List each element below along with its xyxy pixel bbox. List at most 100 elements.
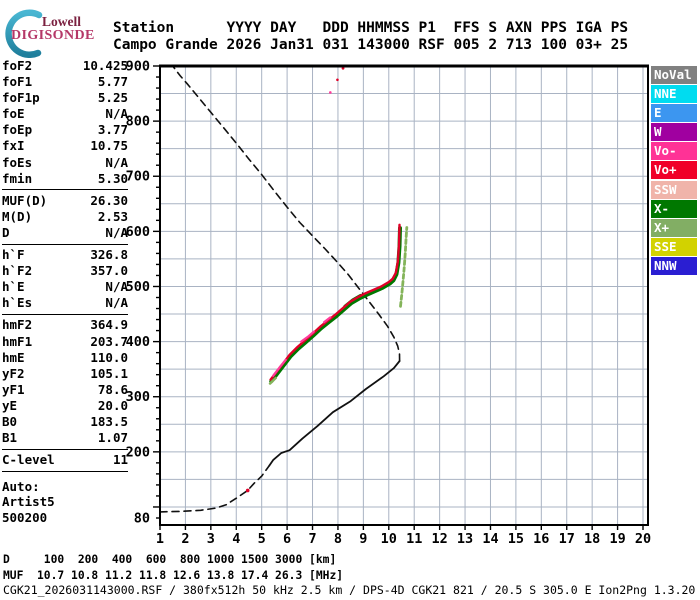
direction-color-legend: NoVal NNE E W Vo- Vo+ SSW X- X+ SSE NNW [651, 66, 697, 276]
parameter-row-he: h`E N/A [2, 279, 128, 295]
doppler-neg-segment-2 [300, 330, 315, 343]
parameter-row-hme: hmE 110.0 [2, 350, 128, 366]
parameter-label: hmF2 [2, 317, 33, 333]
x-plus-segment-start [268, 376, 278, 385]
parameter-value: N/A [105, 154, 128, 170]
x-axis-label: 3 [207, 531, 215, 547]
parameter-value: 326.8 [90, 247, 128, 263]
parameter-row-fmin: fmin 5.30 [2, 171, 128, 187]
parameter-value: 2.53 [97, 208, 128, 224]
parameter-row-mufd: MUF(D) 26.30 [2, 193, 128, 209]
distance-row: D 100 200 400 600 800 1000 1500 3000 [km… [3, 553, 337, 566]
parameter-value: 110.0 [90, 349, 128, 365]
x-trace-asymptote [399, 226, 409, 308]
parameter-value: 105.1 [90, 365, 128, 381]
parameter-row-b0: B0 183.5 [2, 414, 128, 430]
parameter-label: h`F [2, 247, 25, 263]
logo-text-lowell: Lowell [42, 14, 81, 29]
parameter-value: 357.0 [90, 263, 128, 279]
legend-item-x: X+ [651, 218, 697, 237]
echo-dot [341, 66, 345, 70]
bottomside-profile-measured [268, 360, 401, 467]
parameter-label: foF1 [2, 74, 33, 90]
x-axis-label: 4 [232, 531, 240, 547]
parameter-label: foEs [2, 154, 33, 170]
x-axis-label: 5 [258, 531, 266, 547]
parameter-value: 5.25 [97, 90, 128, 106]
parameter-label: yE [2, 397, 18, 413]
x-axis-label: 20 [635, 531, 651, 547]
legend-item-vo: Vo- [651, 142, 697, 161]
y-axis-label: 700 [126, 169, 150, 185]
autoscaling-line: Artist5 [2, 494, 55, 510]
parameter-value: 203.7 [90, 333, 128, 349]
parameter-panel: foF2 10.425 foF1 5.77 foF1p 5.25 foE N/A foEp 3.7… [2, 58, 128, 526]
parameter-row-yf2: yF2 105.1 [2, 366, 128, 382]
legend-item-x: X- [651, 199, 697, 218]
parameter-label: foF1p [2, 90, 40, 106]
panel-divider [2, 448, 128, 450]
x-axis-label: 8 [334, 531, 342, 547]
parameter-label: hmF1 [2, 333, 33, 349]
parameter-value: N/A [105, 295, 128, 311]
legend-item-nnw: NNW [651, 256, 697, 275]
parameter-value: 364.9 [90, 317, 128, 333]
parameter-row-fof1: foF1 5.77 [2, 74, 128, 90]
echo-dot [329, 91, 332, 94]
x-axis-label: 16 [533, 531, 549, 547]
x-axis-label: 7 [308, 531, 316, 547]
legend-item-w: W [651, 123, 697, 142]
x-axis-label: 6 [283, 531, 291, 547]
parameter-value: 10.75 [90, 138, 128, 154]
x-axis-label: 10 [381, 531, 397, 547]
x-axis-label: 12 [431, 531, 447, 547]
y-axis-label: 600 [126, 224, 150, 240]
panel-divider [2, 243, 128, 245]
autoscaling-line: 500200 [2, 509, 48, 525]
parameter-label: B1 [2, 430, 18, 446]
parameter-row-hmf1: hmF1 203.7 [2, 334, 128, 350]
legend-item-e: E [651, 104, 697, 123]
lowell-digisonde-logo: Lowell DIGISONDE [2, 4, 112, 58]
parameter-row-fof2: foF2 10.425 [2, 58, 128, 74]
x-axis-label: 14 [482, 531, 498, 547]
parameter-row-hf2: h`F2 357.0 [2, 263, 128, 279]
parameter-label: yF2 [2, 365, 25, 381]
header-station-values: Campo Grande 2026 Jan31 031 143000 RSF 0… [113, 37, 629, 53]
parameter-label: foF2 [2, 58, 33, 73]
y-axis-label: 900 [126, 59, 150, 75]
parameter-label: fmin [2, 170, 33, 186]
parameter-value: N/A [105, 279, 128, 295]
parameter-label: h`Es [2, 295, 33, 311]
y-axis-label: 500 [126, 279, 150, 295]
parameter-value: 183.5 [90, 413, 128, 429]
autoscaling-line: Auto: [2, 478, 40, 494]
x-axis-label: 17 [559, 531, 575, 547]
parameter-label: B0 [2, 413, 18, 429]
parameter-row-md: M(D) 2.53 [2, 209, 128, 225]
x-axis-label: 11 [406, 531, 422, 547]
parameter-row-fxi: fxI 10.75 [2, 138, 128, 154]
echo-dot [336, 78, 339, 82]
parameter-row-foe: foE N/A [2, 106, 128, 122]
parameter-value: 5.30 [97, 170, 128, 186]
y-axis-label: 400 [126, 334, 150, 350]
parameter-label: h`F2 [2, 263, 33, 279]
y-axis-label: 800 [126, 114, 150, 130]
x-axis-label: 13 [457, 531, 473, 547]
parameter-row-hes: h`Es N/A [2, 295, 128, 311]
doppler-neg-segment-1 [272, 358, 287, 377]
y-axis-label: 80 [134, 511, 150, 527]
parameter-label: MUF(D) [2, 192, 48, 208]
legend-item-sse: SSE [651, 237, 697, 256]
x-axis-label: 9 [359, 531, 367, 547]
y-axis-label: 300 [126, 389, 150, 405]
parameter-row-clevel: C-level 11 [2, 452, 128, 468]
legend-item-nne: NNE [651, 85, 697, 104]
parameter-row-hmf2: hmF2 364.9 [2, 317, 128, 333]
echo-dot [245, 488, 250, 493]
parameter-row-b1: B1 1.07 [2, 430, 128, 446]
parameter-row-hf: h`F 326.8 [2, 247, 128, 263]
